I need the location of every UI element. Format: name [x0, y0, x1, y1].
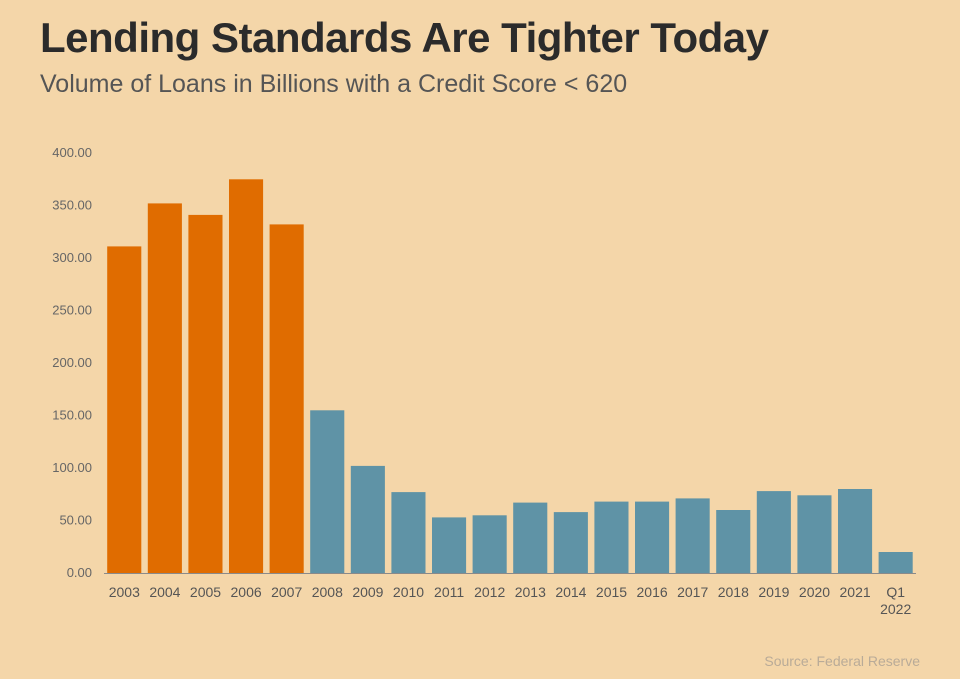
x-tick-label: 2019	[758, 584, 789, 600]
x-tick-label: 2012	[474, 584, 505, 600]
x-tick-label: 2003	[109, 584, 140, 600]
y-tick-label: 200.00	[52, 355, 92, 370]
x-tick-label: 2006	[231, 584, 262, 600]
bar-2004	[147, 203, 182, 573]
x-tick-label: 2004	[149, 584, 180, 600]
source-note: Source: Federal Reserve	[764, 653, 920, 669]
bar-2018	[716, 510, 751, 573]
bar-2013	[513, 502, 548, 573]
bar-2016	[635, 501, 670, 573]
bar-q1-2022	[878, 552, 913, 573]
y-tick-label: 400.00	[52, 145, 92, 160]
bar-2003	[107, 246, 142, 573]
bar-2005	[188, 214, 223, 573]
x-tick-label: 2010	[393, 584, 424, 600]
y-tick-label: 300.00	[52, 250, 92, 265]
bar-2021	[838, 489, 873, 573]
x-tick-label: 2005	[190, 584, 221, 600]
x-tick-label: 2015	[596, 584, 627, 600]
x-tick-label: 2021	[840, 584, 871, 600]
y-tick-label: 100.00	[52, 460, 92, 475]
x-tick-label: 2013	[515, 584, 546, 600]
y-tick-label: 150.00	[52, 408, 92, 423]
bar-2010	[391, 492, 426, 573]
bar-2020	[797, 495, 832, 573]
bar-2006	[229, 179, 264, 574]
x-tick-label: 2020	[799, 584, 830, 600]
bar-2019	[756, 491, 791, 573]
chart-title: Lending Standards Are Tighter Today	[40, 14, 769, 61]
x-tick-label: 2018	[718, 584, 749, 600]
bar-2012	[472, 515, 507, 574]
y-tick-label: 50.00	[59, 513, 92, 528]
bar-2017	[675, 498, 710, 573]
x-tick-label: 2008	[312, 584, 343, 600]
y-tick-label: 250.00	[52, 303, 92, 318]
x-tick-label: 2014	[555, 584, 586, 600]
bar-2014	[553, 512, 588, 573]
bar-2008	[310, 410, 345, 574]
bar-2015	[594, 501, 629, 573]
x-tick-label: 2011	[434, 584, 464, 600]
bar-2011	[432, 517, 467, 573]
y-tick-label: 350.00	[52, 198, 92, 213]
x-tick-label: Q1 2022	[880, 584, 911, 617]
x-tick-label: 2009	[352, 584, 383, 600]
x-tick-label: 2017	[677, 584, 708, 600]
x-tick-label: 2016	[637, 584, 668, 600]
x-tick-label: 2007	[271, 584, 302, 600]
chart-subtitle: Volume of Loans in Billions with a Credi…	[40, 70, 628, 98]
bar-2009	[350, 465, 385, 573]
bar-2007	[269, 224, 304, 573]
y-tick-label: 0.00	[67, 565, 92, 580]
